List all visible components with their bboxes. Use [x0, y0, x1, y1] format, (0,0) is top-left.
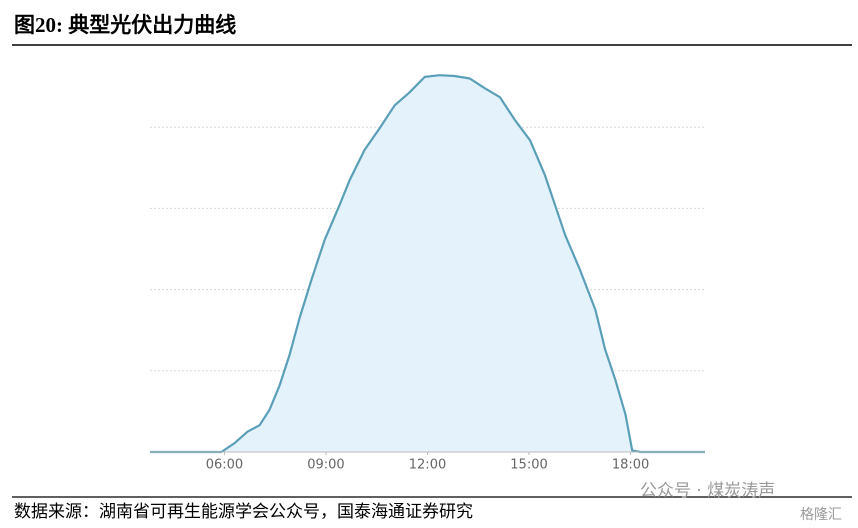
chart-title: 图20: 典型光伏出力曲线: [14, 13, 236, 37]
watermark: 公众号 · 煤炭涛声: [640, 481, 775, 501]
x-tick-label: 18:00: [612, 458, 649, 473]
line: [150, 74, 705, 454]
x-tick-label: 09:00: [307, 458, 344, 473]
source: 数据来源：湖南省可再生能源学会公众号，国泰海通证券研究: [14, 502, 473, 521]
area-fill: [150, 75, 705, 452]
x-tick-label: 15:00: [510, 458, 547, 473]
x-tick-label: 06:00: [206, 458, 243, 473]
x-tick-label: 12:00: [409, 458, 446, 473]
watermark: 格隆汇: [800, 507, 842, 523]
